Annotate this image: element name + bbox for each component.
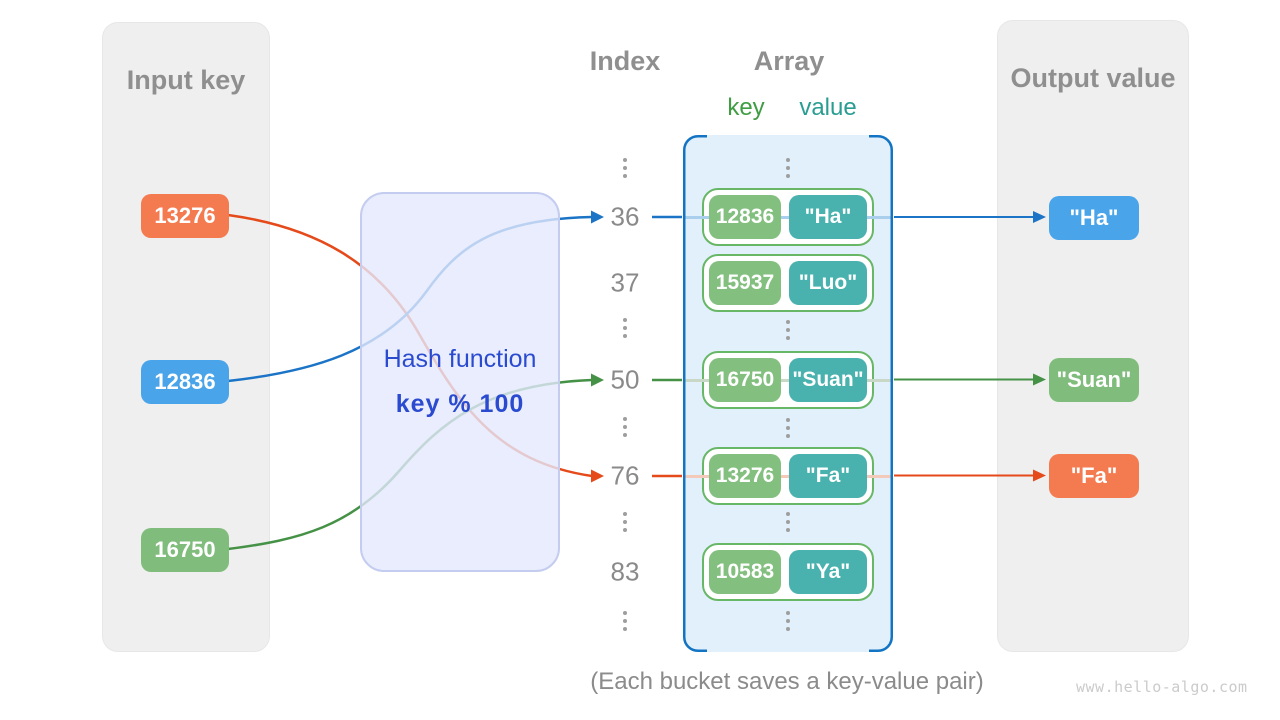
vertical-ellipsis-icon xyxy=(595,611,655,631)
array-column-header: Array xyxy=(753,46,825,76)
bucket-key: 12836 xyxy=(709,195,781,239)
pass-through-line-orange xyxy=(683,475,893,478)
watermark: www.hello-algo.com xyxy=(1076,678,1248,696)
vertical-ellipsis-icon xyxy=(595,512,655,532)
pass-through-line-green xyxy=(683,379,893,382)
vertical-ellipsis-icon xyxy=(595,158,655,178)
arrowhead-orange-output xyxy=(1033,469,1046,482)
index-cell: 36 xyxy=(610,201,640,232)
arrowhead-blue-index xyxy=(591,210,604,224)
arrowhead-blue-output xyxy=(1033,211,1046,223)
index-cell: 83 xyxy=(610,556,640,587)
output-panel-title: Output value xyxy=(1010,63,1176,93)
arrowhead-orange-index xyxy=(591,469,604,483)
input-key-panel: Input key 13276 12836 16750 xyxy=(102,22,270,652)
array-container: 12836 "Ha" 15937 "Luo" 16750 "Suan" 1327… xyxy=(683,135,893,652)
bucket-key: 13276 xyxy=(709,454,781,498)
output-value-panel: Output value "Ha" "Suan" "Fa" xyxy=(997,20,1189,652)
input-panel-title: Input key xyxy=(126,65,246,95)
bucket-value: "Suan" xyxy=(789,358,867,402)
vertical-ellipsis-icon xyxy=(595,318,655,338)
bucket-row: 10583 "Ya" xyxy=(702,543,874,601)
index-cell: 76 xyxy=(610,460,640,491)
output-value-chip: "Suan" xyxy=(1049,358,1139,402)
vertical-ellipsis-icon xyxy=(683,320,893,340)
output-value-chip: "Fa" xyxy=(1049,454,1139,498)
input-key-chip: 16750 xyxy=(141,528,229,572)
pass-through-line-blue xyxy=(683,216,893,219)
bucket-key: 10583 xyxy=(709,550,781,594)
output-value-chip: "Ha" xyxy=(1049,196,1139,240)
diagram-caption: (Each bucket saves a key-value pair) xyxy=(590,668,984,695)
bucket-row: 15937 "Luo" xyxy=(702,254,874,312)
input-key-chip: 12836 xyxy=(141,360,229,404)
vertical-ellipsis-icon xyxy=(595,417,655,437)
bucket-value: "Ya" xyxy=(789,550,867,594)
bucket-value: "Fa" xyxy=(789,454,867,498)
bucket-value: "Ha" xyxy=(789,195,867,239)
arrowhead-green-output xyxy=(1033,373,1046,386)
vertical-ellipsis-icon xyxy=(683,512,893,532)
vertical-ellipsis-icon xyxy=(683,158,893,178)
arrowhead-green-index xyxy=(591,373,604,387)
value-header: value xyxy=(799,94,857,121)
index-column-header: Index xyxy=(589,46,661,76)
input-key-chip: 13276 xyxy=(141,194,229,238)
key-header: key xyxy=(727,94,765,121)
index-cell: 37 xyxy=(610,267,640,298)
index-cell: 50 xyxy=(610,364,640,395)
hash-function-box: Hash function key % 100 xyxy=(360,192,560,572)
hash-function-title: Hash function xyxy=(383,345,537,373)
vertical-ellipsis-icon xyxy=(683,418,893,438)
hash-function-formula: key % 100 xyxy=(395,390,525,418)
bucket-value: "Luo" xyxy=(789,261,867,305)
bucket-key: 16750 xyxy=(709,358,781,402)
vertical-ellipsis-icon xyxy=(683,611,893,631)
bucket-key: 15937 xyxy=(709,261,781,305)
